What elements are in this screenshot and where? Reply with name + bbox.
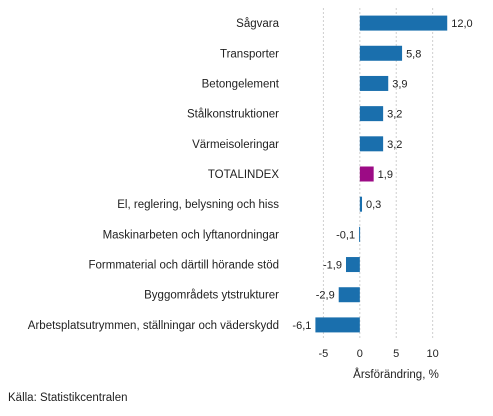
value-labels: 12,0 5,8 3,9 3,2 3,2 1,9 0,3 -0,1 -1,9 -2,9 -6,1 (292, 18, 472, 332)
value-label-4: 3,2 (387, 139, 402, 151)
source-note: Källa: Statistikcentralen (8, 392, 128, 404)
x-axis-title: Årsförändring, % (353, 368, 439, 381)
x-tick-label-3: 10 (427, 348, 439, 360)
bar-10 (315, 317, 360, 333)
bar-8 (345, 257, 360, 273)
bar-5 (359, 166, 374, 182)
value-label-3: 3,2 (387, 109, 402, 121)
bar-1 (359, 45, 403, 61)
value-label-1: 5,8 (406, 48, 421, 60)
category-label-9: Byggområdets ytstrukturer (144, 290, 279, 302)
category-label-2: Betongelement (202, 78, 280, 90)
category-labels: Sågvara Transporter Betongelement Stålkonst… (28, 18, 280, 332)
category-label-4: Värmeisoleringar (192, 139, 279, 151)
bar-2 (359, 75, 389, 91)
bars (315, 15, 448, 333)
category-label-5: TOTALINDEX (208, 169, 279, 181)
category-label-7: Maskinarbeten och lyftanordningar (103, 229, 280, 241)
value-label-10: -6,1 (292, 320, 311, 332)
category-label-6: El, reglering, belysning och hiss (117, 199, 279, 211)
bar-7 (359, 226, 361, 242)
value-label-9: -2,9 (316, 290, 335, 302)
category-label-8: Formmaterial och därtill hörande stöd (89, 260, 279, 272)
grid-lines (322, 8, 434, 340)
bar-6 (359, 196, 363, 212)
bar-9 (338, 287, 360, 303)
value-label-6: 0,3 (366, 199, 381, 211)
bar-0 (359, 15, 448, 31)
x-tick-labels: -5 0 5 10 (319, 348, 439, 360)
x-tick-label-1: 0 (357, 348, 363, 360)
x-tick-label-0: -5 (319, 348, 329, 360)
category-label-10: Arbetsplatsutrymmen, ställningar och väd… (28, 320, 279, 332)
category-label-0: Sågvara (236, 18, 279, 30)
value-label-8: -1,9 (323, 260, 342, 272)
value-label-5: 1,9 (378, 169, 393, 181)
value-label-2: 3,9 (392, 78, 407, 90)
category-label-3: Stålkonstruktioner (187, 109, 279, 121)
bar-4 (359, 136, 384, 152)
bar-3 (359, 106, 384, 122)
value-label-0: 12,0 (451, 18, 472, 30)
value-label-7: -0,1 (336, 229, 355, 241)
category-label-1: Transporter (220, 48, 279, 60)
x-tick-label-2: 5 (393, 348, 399, 360)
